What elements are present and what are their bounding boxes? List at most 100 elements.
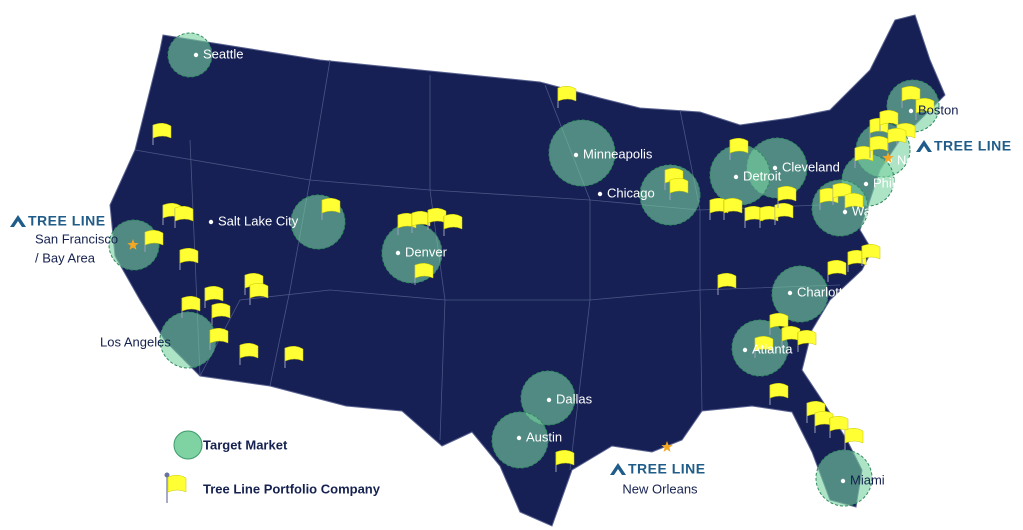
flag: [321, 198, 341, 214]
market-circle: [548, 119, 616, 187]
flag: [284, 346, 304, 362]
city-dot: [840, 478, 846, 484]
portfolio-flag: [181, 296, 201, 318]
city-dot: [208, 219, 214, 225]
flag: [797, 330, 817, 346]
market-label: Salt Lake City: [218, 213, 299, 228]
market-label: San Francisco: [35, 231, 118, 246]
flag: [869, 136, 889, 152]
portfolio-flag: [729, 138, 749, 160]
portfolio-flag: [321, 198, 341, 220]
market-circle: [520, 370, 576, 426]
portfolio-flag: [443, 214, 463, 236]
market-label: Cleveland: [782, 159, 840, 174]
flag: [781, 326, 801, 342]
portfolio-flag: [759, 206, 779, 228]
flag: [774, 203, 794, 219]
office-star: [661, 441, 673, 452]
city-dot: [842, 209, 848, 215]
portfolio-flag: [814, 411, 834, 433]
city-dot: [742, 347, 748, 353]
flag: [211, 303, 231, 319]
legend-label: Target Market: [203, 437, 288, 452]
portfolio-flag: [239, 343, 259, 365]
flag: [411, 211, 431, 227]
portfolio-flag: [827, 260, 847, 282]
city-dot: [90, 340, 96, 346]
flag: [915, 98, 935, 114]
portfolio-flag: [284, 346, 304, 368]
market-label: Los Angeles: [100, 334, 171, 349]
market-circle: [491, 411, 549, 469]
legend-circle: [173, 430, 203, 460]
portfolio-flag: [774, 203, 794, 225]
market-label: Austin: [526, 429, 562, 444]
market-circle: [815, 449, 873, 507]
city-dot: [787, 290, 793, 296]
city-dot: [546, 397, 552, 403]
portfolio-flag: [557, 86, 577, 108]
portfolio-flag: [781, 326, 801, 348]
flag: [729, 138, 749, 154]
portfolio-flag: [555, 450, 575, 472]
flag: [144, 230, 164, 246]
flag: [557, 86, 577, 102]
market-label: Washington, D.C.: [852, 203, 953, 218]
portfolio-flag: [854, 146, 874, 168]
flag: [414, 263, 434, 279]
portfolio-flag: [869, 136, 889, 158]
market-label: Charlotte: [797, 284, 850, 299]
flag: [179, 248, 199, 264]
market-label: Seattle: [203, 46, 243, 61]
flag: [669, 178, 689, 194]
portfolio-flag: [669, 178, 689, 200]
portfolio-flag: [915, 98, 935, 120]
portfolio-flag: [769, 383, 789, 405]
city-dot: [597, 191, 603, 197]
market-label: Miami: [850, 472, 885, 487]
portfolio-flag: [844, 428, 864, 450]
office-star: [882, 152, 894, 163]
market-label: Atlanta: [752, 341, 793, 356]
market-label: Detroit: [743, 168, 782, 183]
portfolio-flag: [209, 328, 229, 350]
flag: [844, 428, 864, 444]
portfolio-flag: [179, 248, 199, 270]
portfolio-flag: [901, 86, 921, 108]
portfolio-flag: [414, 263, 434, 285]
market-label: Chicago: [607, 185, 655, 200]
flag: [827, 260, 847, 276]
flag: [879, 110, 899, 126]
market-label: Philadelphia: [873, 175, 945, 190]
flag: [204, 286, 224, 302]
flag: [769, 313, 789, 329]
office-label: New Orleans: [622, 481, 698, 496]
market-label: Minneapolis: [583, 146, 653, 161]
market-label: Boston: [918, 102, 958, 117]
portfolio-flag: [211, 303, 231, 325]
city-dot: [573, 152, 579, 158]
city-dot: [193, 52, 199, 58]
portfolio-flag: [754, 336, 774, 358]
flag: [555, 450, 575, 466]
market-label: Denver: [405, 244, 448, 259]
market-circle: [167, 32, 213, 78]
city-dot: [733, 174, 739, 180]
portfolio-flag: [152, 123, 172, 145]
flag: [152, 123, 172, 139]
city-dot: [516, 435, 522, 441]
flag: [887, 128, 907, 144]
market-circle: [771, 265, 829, 323]
market-label: New York City: [897, 152, 978, 167]
logo-text: TREE LINE: [28, 213, 106, 229]
flag: [854, 146, 874, 162]
flag: [249, 283, 269, 299]
portfolio-flag: [777, 186, 797, 208]
portfolio-flag: [723, 198, 743, 220]
flag: [181, 296, 201, 312]
legend-label: Tree Line Portfolio Company: [203, 481, 381, 496]
flag: [769, 383, 789, 399]
portfolio-flag: [797, 330, 817, 352]
flag: [717, 273, 737, 289]
